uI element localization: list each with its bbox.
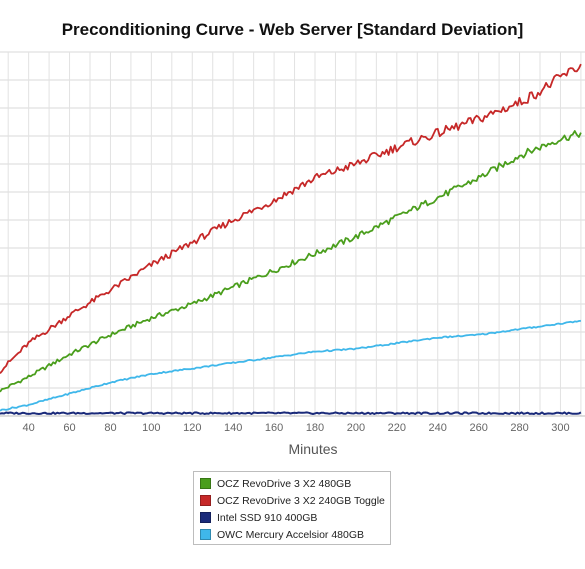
x-tick-label: 200 [347, 422, 365, 434]
x-tick-label: 240 [429, 422, 447, 434]
x-axis-label: Minutes [288, 441, 337, 457]
legend-swatch [200, 512, 211, 523]
series-line-2 [0, 63, 582, 375]
x-tick-label: 180 [306, 422, 324, 434]
legend-label: Intel SSD 910 400GB [217, 511, 318, 524]
x-tick-label: 140 [224, 422, 242, 434]
legend-label: OWC Mercury Accelsior 480GB [217, 528, 365, 541]
legend-swatch [200, 529, 211, 540]
x-tick-label: 220 [388, 422, 406, 434]
chart-title: Preconditioning Curve - Web Server [Stan… [61, 20, 524, 39]
series-line-4 [0, 319, 581, 412]
legend-swatch [200, 495, 211, 506]
series-line-1 [0, 130, 582, 393]
series-line-3 [0, 411, 582, 415]
series-lines [0, 63, 582, 415]
legend-item: OCZ RevoDrive 3 X2 480GB [200, 475, 390, 492]
legend-item: Intel SSD 910 400GB [200, 509, 390, 526]
legend: OCZ RevoDrive 3 X2 480GB OCZ RevoDrive 3 … [193, 471, 391, 545]
x-tick-label: 40 [23, 422, 35, 434]
x-tick-label: 60 [63, 422, 75, 434]
x-tick-label: 260 [469, 422, 487, 434]
legend-item: OCZ RevoDrive 3 X2 240GB Toggle [200, 492, 390, 509]
grid [0, 51, 585, 417]
x-tick-label: 160 [265, 422, 283, 434]
x-tick-label: 120 [183, 422, 201, 434]
x-tick-label: 280 [510, 422, 528, 434]
x-tick-label: 80 [104, 422, 116, 434]
x-tick-label: 100 [142, 422, 160, 434]
legend-swatch [200, 478, 211, 489]
legend-item: OWC Mercury Accelsior 480GB [200, 526, 390, 543]
x-tick-label: 300 [551, 422, 569, 434]
x-tick-labels: 40 60 80 100 120 140 160 180 200 220 240 260 280 300 [23, 422, 570, 434]
legend-label: OCZ RevoDrive 3 X2 480GB [217, 477, 352, 490]
legend-label: OCZ RevoDrive 3 X2 240GB Toggle [217, 494, 385, 507]
